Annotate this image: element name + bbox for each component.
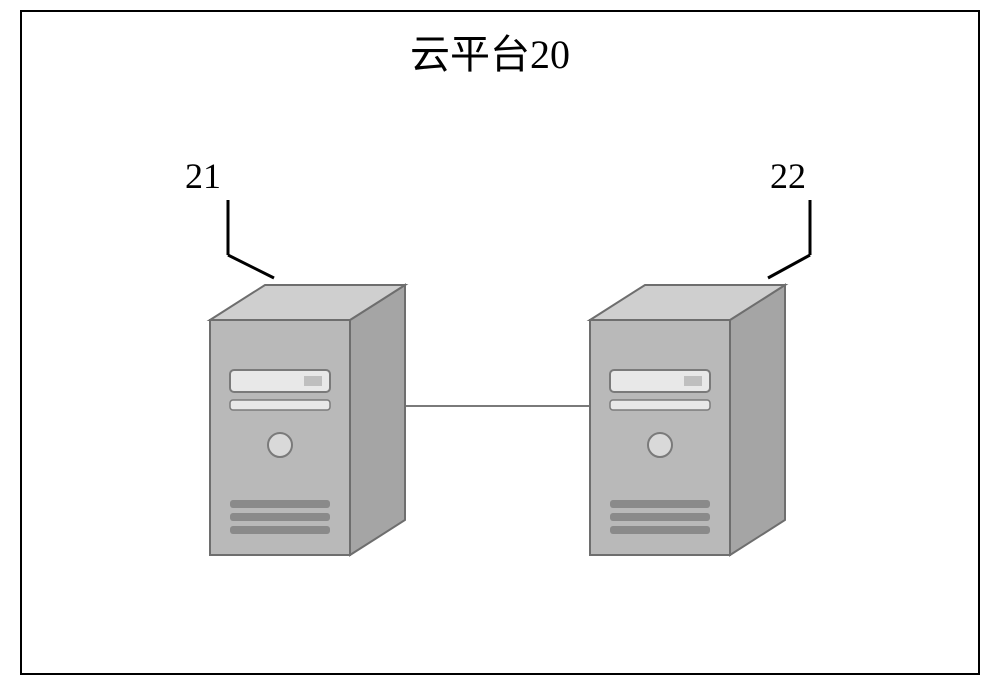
- outer-frame: [20, 10, 980, 675]
- server-21-icon: [200, 255, 410, 585]
- server-22-icon: [580, 255, 790, 585]
- server-22-label: 22: [770, 155, 806, 197]
- server-21-label: 21: [185, 155, 221, 197]
- diagram-title: 云平台20: [410, 22, 570, 80]
- server-connection-line: [400, 405, 590, 407]
- diagram-canvas: { "frame": { "x": 20, "y": 10, "w": 960,…: [0, 0, 1000, 687]
